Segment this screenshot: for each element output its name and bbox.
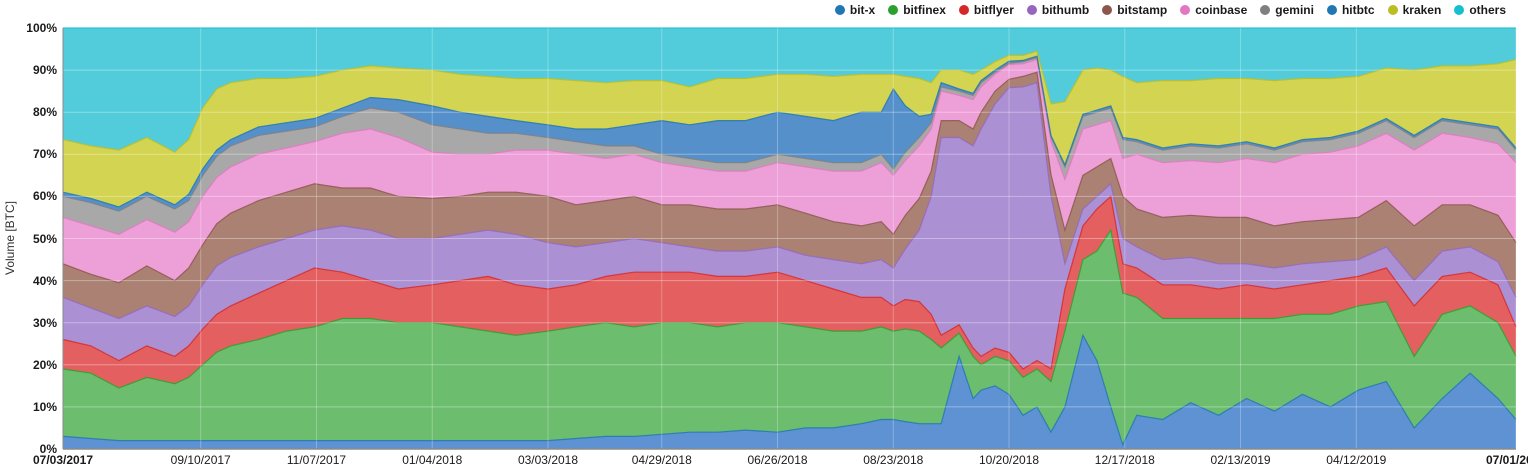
- y-tick-label: 40%: [32, 273, 57, 288]
- legend-marker-icon: [958, 5, 969, 15]
- x-tick-label: 01/04/2018: [402, 453, 463, 467]
- x-tick-label: 08/23/2018: [863, 453, 924, 467]
- edge-kraken: [62, 50, 1517, 153]
- x-tick-label: 09/10/2017: [170, 453, 231, 467]
- legend-label: hitbtc: [1341, 3, 1375, 17]
- x-tick-label: 04/12/2019: [1326, 453, 1387, 467]
- y-tick-label: 70%: [32, 147, 57, 162]
- y-tick-label: 60%: [32, 189, 57, 204]
- x-tick-label: 04/29/2018: [631, 453, 692, 467]
- legend-marker-icon: [834, 5, 845, 15]
- legend-item-bitstamp: bitstamp: [1102, 3, 1167, 17]
- y-tick-label: 0%: [39, 442, 57, 456]
- legend-item-bitflyer: bitflyer: [958, 3, 1014, 17]
- legend-label: kraken: [1402, 3, 1442, 17]
- edge-gemini: [62, 56, 1517, 212]
- area-bitstamp: [63, 72, 1516, 319]
- legend-label: others: [1469, 3, 1506, 17]
- edge-coinbase: [62, 58, 1517, 235]
- x-tick-label: 02/13/2019: [1210, 453, 1271, 467]
- legend-marker-icon: [1454, 5, 1465, 15]
- area-bitflyer: [63, 196, 1516, 388]
- y-tick-label: 50%: [32, 231, 57, 246]
- area-others: [63, 28, 1516, 153]
- legend-item-hitbtc: hitbtc: [1326, 3, 1375, 17]
- edge-hitbtc: [62, 55, 1517, 208]
- legend-item-gemini: gemini: [1260, 3, 1314, 17]
- legend-label: bit-x: [849, 3, 876, 17]
- legend-label: bithumb: [1041, 3, 1090, 17]
- legend-marker-icon: [1387, 5, 1398, 15]
- legend-marker-icon: [1180, 5, 1191, 15]
- legend-label: bitfinex: [903, 3, 946, 17]
- edge-bitstamp: [62, 71, 1517, 284]
- y-tick-label: 30%: [32, 315, 57, 330]
- edge-bitfinex: [62, 228, 1517, 389]
- area-bitfinex: [63, 230, 1516, 445]
- legend-item-coinbase: coinbase: [1180, 3, 1247, 17]
- area-coinbase: [63, 59, 1516, 283]
- legend-label: gemini: [1275, 3, 1314, 17]
- legend-item-bithumb: bithumb: [1026, 3, 1090, 17]
- y-tick-label: 90%: [32, 63, 57, 78]
- y-tick-label: 100%: [26, 21, 57, 35]
- edge-bitflyer: [62, 195, 1517, 370]
- edge-bithumb: [62, 81, 1517, 320]
- x-tick-label: 10/20/2018: [979, 453, 1040, 467]
- legend-item-bit-x: bit-x: [834, 3, 876, 17]
- area-bit-x: [63, 335, 1516, 449]
- y-tick-label: 10%: [32, 399, 57, 414]
- edge-bit-x: [62, 333, 1517, 447]
- legend-marker-icon: [1260, 5, 1271, 15]
- legend: bit-x bitfinex bitflyer bithumb bitstamp coin…: [834, 3, 1506, 17]
- legend-label: bitstamp: [1117, 3, 1168, 17]
- x-tick-label: 07/01/2019: [1485, 453, 1528, 467]
- legend-label: coinbase: [1195, 3, 1248, 17]
- legend-item-kraken: kraken: [1387, 3, 1442, 17]
- area-kraken: [63, 51, 1516, 207]
- legend-marker-icon: [1326, 5, 1337, 15]
- y-tick-label: 20%: [32, 357, 57, 372]
- area-hitbtc: [63, 56, 1516, 212]
- legend-marker-icon: [888, 5, 899, 15]
- x-tick-label: 12/17/2018: [1094, 453, 1155, 467]
- legend-item-others: others: [1454, 3, 1506, 17]
- x-tick-label: 06/26/2018: [747, 453, 808, 467]
- x-tick-label: 11/07/2017: [286, 453, 347, 467]
- legend-marker-icon: [1102, 5, 1113, 15]
- legend-label: bitflyer: [973, 3, 1014, 17]
- legend-marker-icon: [1026, 5, 1037, 15]
- y-tick-label: 80%: [32, 105, 57, 120]
- x-tick-label: 03/03/2018: [517, 453, 579, 467]
- x-tick-label: 07/03/2017: [32, 453, 94, 467]
- legend-item-bitfinex: bitfinex: [888, 3, 946, 17]
